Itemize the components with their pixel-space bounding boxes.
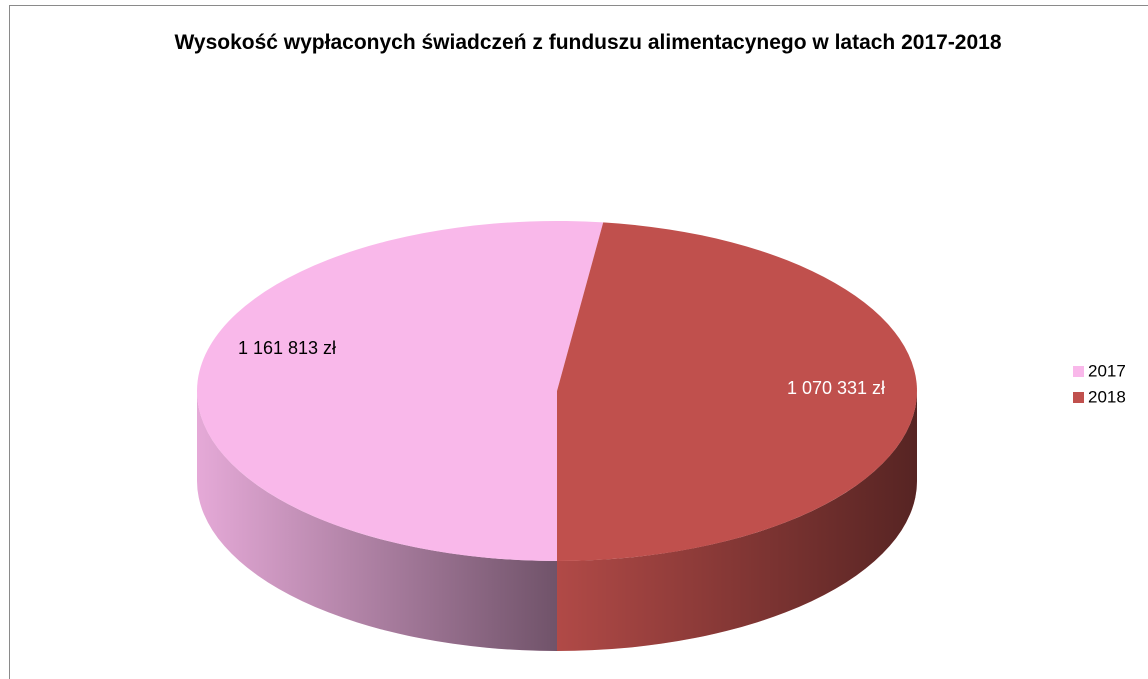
- title-box: Wysokość wypłaconych świadczeń z fundusz…: [174, 31, 1002, 54]
- pie-side-shade: [557, 391, 917, 651]
- chart-title: Wysokość wypłaconych świadczeń z fundusz…: [174, 31, 1002, 54]
- legend-label: 2018: [1088, 387, 1126, 406]
- legend-swatch: [1073, 366, 1084, 377]
- pie-slice: [557, 222, 917, 561]
- legend-label: 2017: [1088, 361, 1126, 380]
- pie-side-shade: [197, 391, 557, 651]
- legend-swatch: [1073, 392, 1084, 403]
- pie: 1 161 813 zł 1 070 331 zł: [196, 220, 917, 651]
- legend: 2017 2018: [1073, 361, 1126, 406]
- data-label: 1 070 331 zł: [787, 378, 885, 398]
- pie-slice: [196, 220, 604, 561]
- data-label: 1 161 813 zł: [238, 338, 336, 358]
